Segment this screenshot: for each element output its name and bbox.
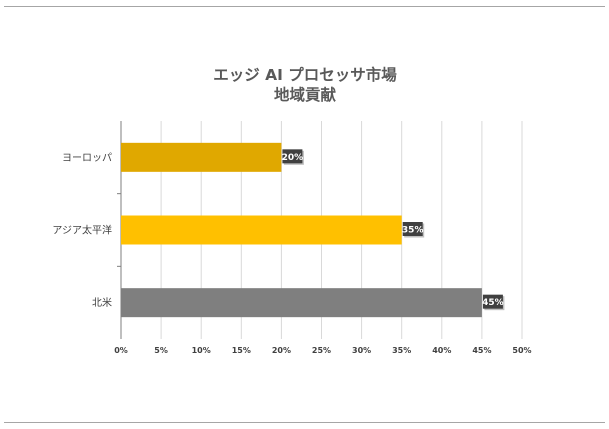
bar <box>121 142 282 172</box>
category-label: 北米 <box>92 296 112 309</box>
data-label-box <box>282 149 303 164</box>
x-tick-label: 10% <box>192 346 211 355</box>
data-label: 45% <box>482 298 504 308</box>
x-tick-label: 30% <box>352 346 371 355</box>
chart-title-line-1: エッジ AI プロセッサ市場 <box>213 65 397 84</box>
x-tick-label: 50% <box>512 346 531 355</box>
bars <box>121 142 482 318</box>
bottom-divider <box>4 422 605 423</box>
x-tick-labels: 0% 5% 10% 15% 20% 25% 30% 35% 40% 45% 50% <box>114 346 531 355</box>
bar <box>121 288 482 318</box>
axes <box>117 121 122 339</box>
x-tick-label: 35% <box>392 346 411 355</box>
category-label: ヨーロッパ <box>62 152 112 164</box>
x-tick-label: 20% <box>272 346 291 355</box>
x-tick-label: 25% <box>312 346 331 355</box>
data-labels: 20% 35% 45% <box>282 149 505 311</box>
category-label: アジア太平洋 <box>52 224 112 237</box>
bar <box>121 215 402 245</box>
x-tick-label: 5% <box>154 346 168 355</box>
chart-title-line-2: 地域貢献 <box>274 85 337 104</box>
data-label: 20% <box>282 153 304 163</box>
data-label-box <box>482 294 503 309</box>
x-tick-label: 45% <box>472 346 491 355</box>
x-tick-label: 0% <box>114 346 128 355</box>
x-tick-label: 15% <box>232 346 251 355</box>
data-label-box <box>402 222 423 236</box>
top-divider <box>4 6 605 7</box>
x-tick-label: 40% <box>432 346 451 355</box>
data-label: 35% <box>402 226 424 236</box>
